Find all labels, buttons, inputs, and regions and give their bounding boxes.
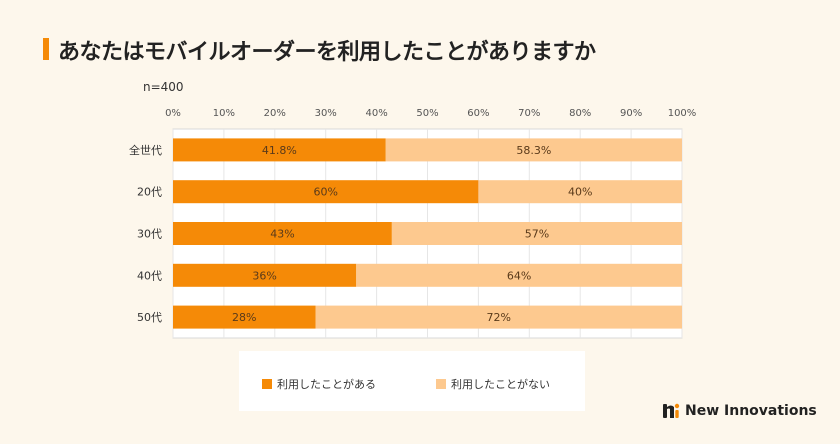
bar-not-used: [385, 138, 682, 162]
bar-used: [173, 222, 392, 245]
x-tick-label: 50%: [416, 108, 438, 119]
bar-used: [173, 180, 479, 204]
page-title: あなたはモバイルオーダーを利用したことがありますか: [58, 40, 596, 65]
data-label: 58.3%: [516, 144, 551, 157]
bar-not-used: [478, 180, 682, 204]
x-tick-label: 60%: [467, 108, 489, 119]
data-label: 43%: [270, 228, 294, 241]
legend-item-used: 利用したことがある: [262, 376, 376, 392]
bar-used: [173, 305, 316, 329]
x-tick-label: 10%: [213, 108, 235, 119]
x-tick-label: 70%: [518, 108, 540, 119]
data-label: 41.8%: [262, 144, 297, 157]
legend-label-not-used: 利用したことがない: [451, 378, 550, 391]
data-label: 72%: [487, 311, 511, 324]
x-tick-label: 30%: [315, 108, 337, 119]
brand: New Innovations: [662, 402, 817, 420]
bar-not-used: [356, 263, 682, 287]
data-label: 40%: [568, 186, 592, 199]
data-label: 64%: [507, 269, 531, 282]
sample-size-note: n=400: [143, 80, 184, 94]
bar-used: [173, 138, 386, 162]
category-label: 20代: [137, 186, 162, 199]
bar-used: [173, 263, 357, 287]
data-label: 36%: [252, 269, 276, 282]
legend: 利用したことがある 利用したことがない: [239, 351, 585, 411]
legend-swatch-used: [262, 379, 272, 389]
x-tick-label: 20%: [264, 108, 286, 119]
x-tick-label: 90%: [620, 108, 642, 119]
data-label: 60%: [313, 186, 337, 199]
brand-name: New Innovations: [685, 403, 817, 419]
data-label: 57%: [525, 228, 549, 241]
legend-swatch-not-used: [436, 379, 446, 389]
x-tick-label: 0%: [165, 108, 181, 119]
x-tick-label: 100%: [668, 108, 697, 119]
bar-not-used: [391, 222, 682, 245]
category-label: 40代: [137, 269, 162, 282]
legend-item-not-used: 利用したことがない: [436, 376, 550, 392]
x-tick-label: 80%: [569, 108, 591, 119]
bar-not-used: [315, 305, 682, 329]
category-label: 30代: [137, 228, 162, 241]
category-label: 全世代: [129, 143, 162, 157]
data-label: 28%: [232, 311, 256, 324]
x-tick-label: 40%: [365, 108, 387, 119]
category-label: 50代: [137, 311, 162, 324]
title-accent-bar: [43, 38, 49, 60]
ni-logo-icon: [663, 403, 680, 418]
legend-label-used: 利用したことがある: [277, 378, 376, 391]
